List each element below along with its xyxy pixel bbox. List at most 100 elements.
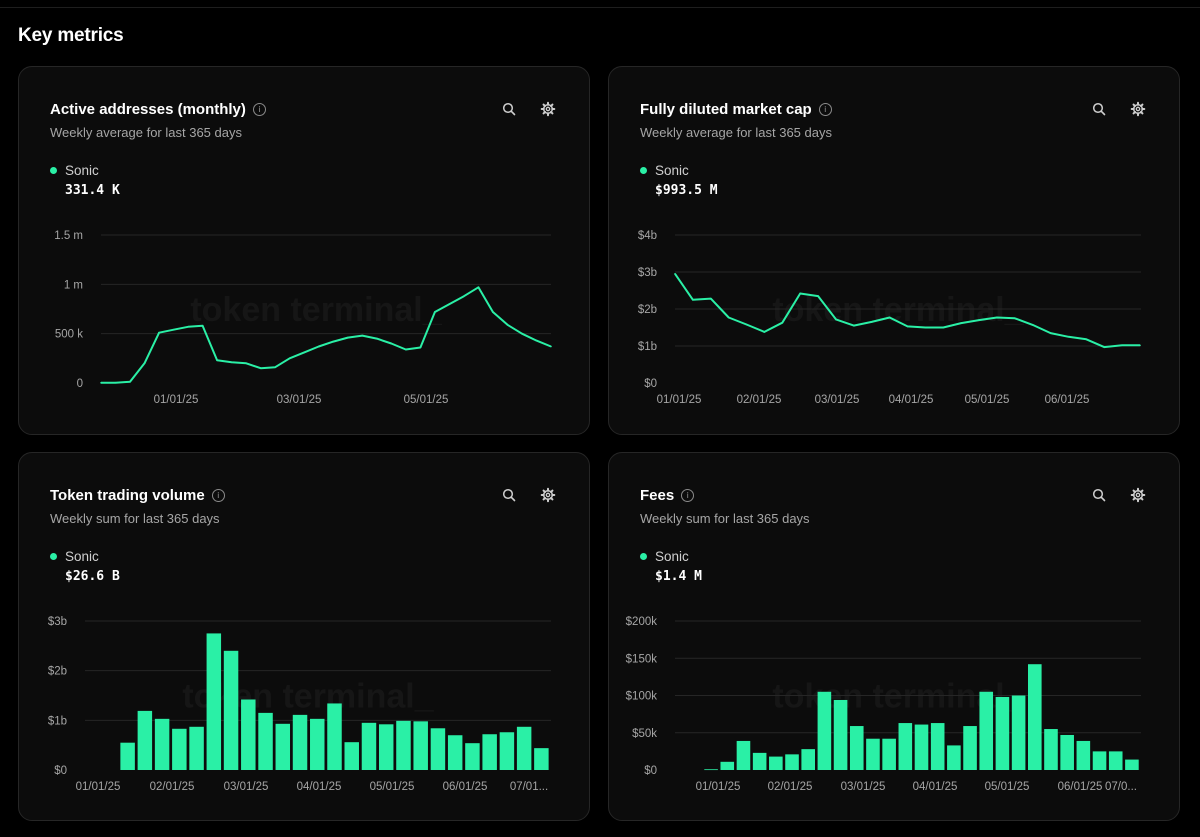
x-tick-label: 03/01/25: [815, 394, 860, 406]
search-icon[interactable]: [1091, 487, 1107, 503]
card-title-text: Fees: [640, 487, 675, 504]
x-tick-label: 06/01/25: [1058, 781, 1103, 793]
y-tick-label: 1.5 m: [54, 230, 83, 242]
y-tick-label: $200k: [626, 616, 658, 628]
data-point: [727, 316, 730, 319]
x-tick-label: 05/01/25: [965, 394, 1010, 406]
gear-icon[interactable]: [1130, 487, 1146, 503]
data-point: [550, 345, 552, 348]
data-point: [1085, 338, 1088, 341]
data-point: [1121, 344, 1123, 347]
x-tick-label: 02/01/25: [150, 781, 195, 793]
bar: [344, 742, 359, 770]
bar: [785, 754, 799, 770]
bar: [979, 691, 994, 770]
data-point: [763, 331, 766, 333]
legend-item: Sonic: [50, 549, 99, 564]
bar: [769, 756, 783, 770]
gear-icon[interactable]: [1130, 101, 1146, 117]
bar: [534, 748, 549, 770]
legend-swatch: [640, 167, 647, 174]
bar: [752, 752, 767, 770]
x-tick-label: 01/01/25: [154, 394, 199, 406]
info-icon[interactable]: i: [252, 103, 266, 116]
metric-card-fees: Fees i Weekly sum for last 365 days Sonic $1…: [608, 452, 1180, 821]
data-point: [172, 328, 175, 331]
data-point: [361, 334, 364, 337]
bar: [1108, 751, 1123, 770]
gear-icon[interactable]: [540, 487, 556, 503]
data-point: [376, 337, 378, 340]
card-title: Active addresses (monthly) i: [50, 101, 266, 118]
legend-value: $1.4 M: [655, 569, 702, 584]
data-point: [709, 297, 712, 300]
data-point: [259, 367, 262, 370]
legend-item: Sonic: [640, 163, 689, 178]
data-point: [745, 323, 748, 326]
x-tick-label: 03/01/25: [841, 781, 886, 793]
legend-swatch: [640, 553, 647, 560]
card-subtitle: Weekly sum for last 365 days: [640, 511, 810, 526]
bar: [137, 710, 153, 770]
x-tick-label: 01/01/25: [76, 781, 121, 793]
y-tick-label: $1b: [638, 341, 657, 353]
metric-card-active: Active addresses (monthly) i Weekly averag…: [18, 66, 590, 435]
bar: [241, 699, 256, 770]
bar: [275, 723, 291, 770]
bar: [258, 712, 273, 770]
search-icon[interactable]: [501, 487, 517, 503]
y-tick-label: $0: [54, 765, 67, 777]
x-tick-label: 04/01/25: [297, 781, 342, 793]
data-point: [888, 316, 891, 319]
bar: [154, 718, 170, 770]
data-point: [129, 381, 131, 383]
bar: [833, 699, 848, 770]
chart-plot: token terminal_ 0 500 k 1 m 1.5 m 01/01/25 03/…: [54, 230, 552, 406]
y-tick-label: $1b: [48, 715, 67, 727]
bar: [849, 726, 864, 770]
data-point: [100, 382, 102, 384]
y-tick-label: $0: [644, 378, 657, 390]
data-point: [799, 292, 801, 295]
card-subtitle: Weekly average for last 365 days: [50, 125, 242, 140]
chart-plot: token terminal_$0$50k$100k$150k$200k01/0…: [626, 616, 1141, 793]
info-icon[interactable]: i: [818, 103, 832, 116]
bar: [817, 691, 832, 770]
y-tick-label: $50k: [632, 728, 657, 740]
bar: [914, 724, 929, 770]
data-point: [1067, 335, 1070, 338]
x-tick-label: 07/01...: [510, 781, 548, 793]
data-point: [288, 357, 291, 360]
info-icon[interactable]: i: [681, 489, 695, 502]
card-subtitle: Weekly average for last 365 days: [640, 125, 832, 140]
bar: [866, 738, 880, 770]
bar: [1027, 664, 1042, 770]
legend-swatch: [50, 167, 57, 174]
bar: [172, 728, 187, 770]
bar: [1076, 740, 1091, 770]
watermark: token terminal_: [772, 291, 1024, 329]
data-point: [506, 323, 509, 326]
y-tick-label: 1 m: [64, 279, 83, 291]
legend-item: Sonic: [640, 549, 689, 564]
gear-icon[interactable]: [540, 101, 556, 117]
bar: [447, 735, 463, 770]
search-icon[interactable]: [1091, 101, 1107, 117]
bar: [1125, 759, 1139, 770]
y-tick-label: $4b: [638, 230, 657, 242]
metric-card-fdmc: Fully diluted market cap i Weekly average …: [608, 66, 1180, 435]
legend-value: $26.6 B: [65, 569, 120, 584]
x-tick-label: 05/01/25: [985, 781, 1030, 793]
bar: [120, 742, 135, 770]
search-icon[interactable]: [501, 101, 517, 117]
y-tick-label: $3b: [638, 267, 657, 279]
bar: [1011, 695, 1026, 770]
bar: [223, 650, 239, 770]
legend-value: 331.4 K: [65, 183, 120, 198]
info-icon[interactable]: i: [211, 489, 225, 502]
bar: [292, 714, 308, 770]
card-title: Token trading volume i: [50, 487, 225, 504]
legend-label: Sonic: [65, 549, 99, 564]
x-tick-label: 01/01/25: [696, 781, 741, 793]
data-point: [535, 339, 538, 342]
